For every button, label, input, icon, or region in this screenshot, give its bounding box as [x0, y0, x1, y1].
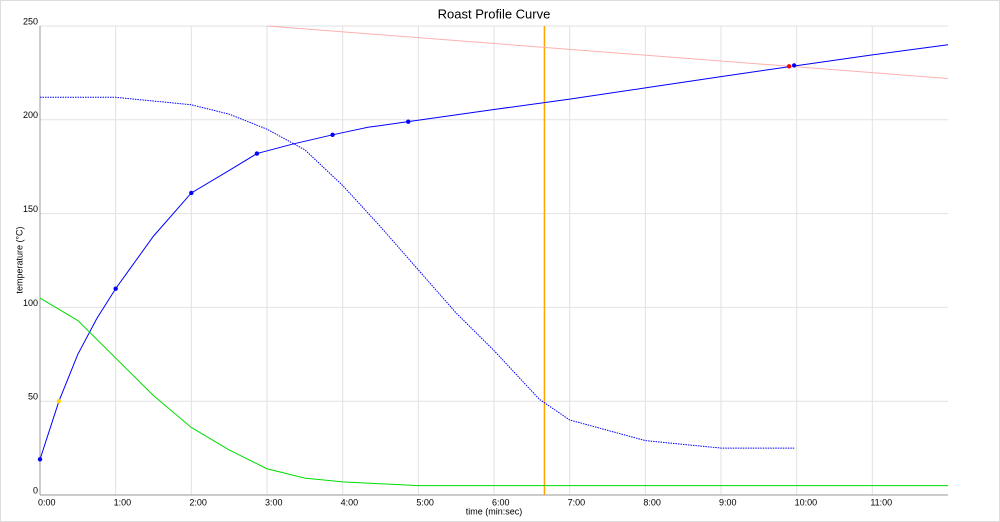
- x-tick-label: 5:00: [416, 497, 434, 507]
- x-tick-label: 11:00: [870, 497, 892, 507]
- x-tick-label: 10:00: [795, 497, 818, 507]
- y-tick-label: 150: [23, 204, 38, 214]
- series-line: [40, 96, 795, 449]
- y-tick-label: 200: [23, 110, 38, 120]
- x-tick-label: 3:00: [265, 497, 283, 507]
- y-tick-label: 100: [23, 298, 38, 308]
- data-point: [189, 190, 194, 196]
- x-tick-label: 6:00: [492, 497, 510, 507]
- data-point: [37, 457, 43, 462]
- x-tick-label: 0:00: [38, 497, 56, 507]
- series-line: [39, 44, 949, 460]
- x-axis-label: time (min:sec): [466, 506, 523, 516]
- x-tick-label: 4:00: [341, 497, 359, 507]
- data-point: [406, 119, 411, 124]
- y-tick-label: 0: [33, 485, 38, 495]
- y-axis-label: temperature (°C): [14, 226, 24, 293]
- data-point: [254, 151, 260, 156]
- x-tick-label: 2:00: [189, 497, 207, 507]
- chart-title: Roast Profile Curve: [438, 6, 551, 21]
- data-point: [56, 399, 62, 404]
- y-tick-label: 250: [23, 16, 38, 26]
- series-line: [266, 25, 949, 80]
- data-point: [330, 132, 335, 138]
- data-point: [786, 64, 792, 69]
- series-line: [39, 297, 948, 487]
- x-tick-label: 8:00: [643, 497, 661, 507]
- data-point: [113, 286, 118, 291]
- data-point: [791, 63, 797, 68]
- x-tick-label: 9:00: [719, 497, 737, 507]
- x-tick-label: 1:00: [114, 497, 132, 507]
- y-tick-label: 50: [28, 392, 38, 402]
- x-tick-label: 7:00: [568, 497, 586, 507]
